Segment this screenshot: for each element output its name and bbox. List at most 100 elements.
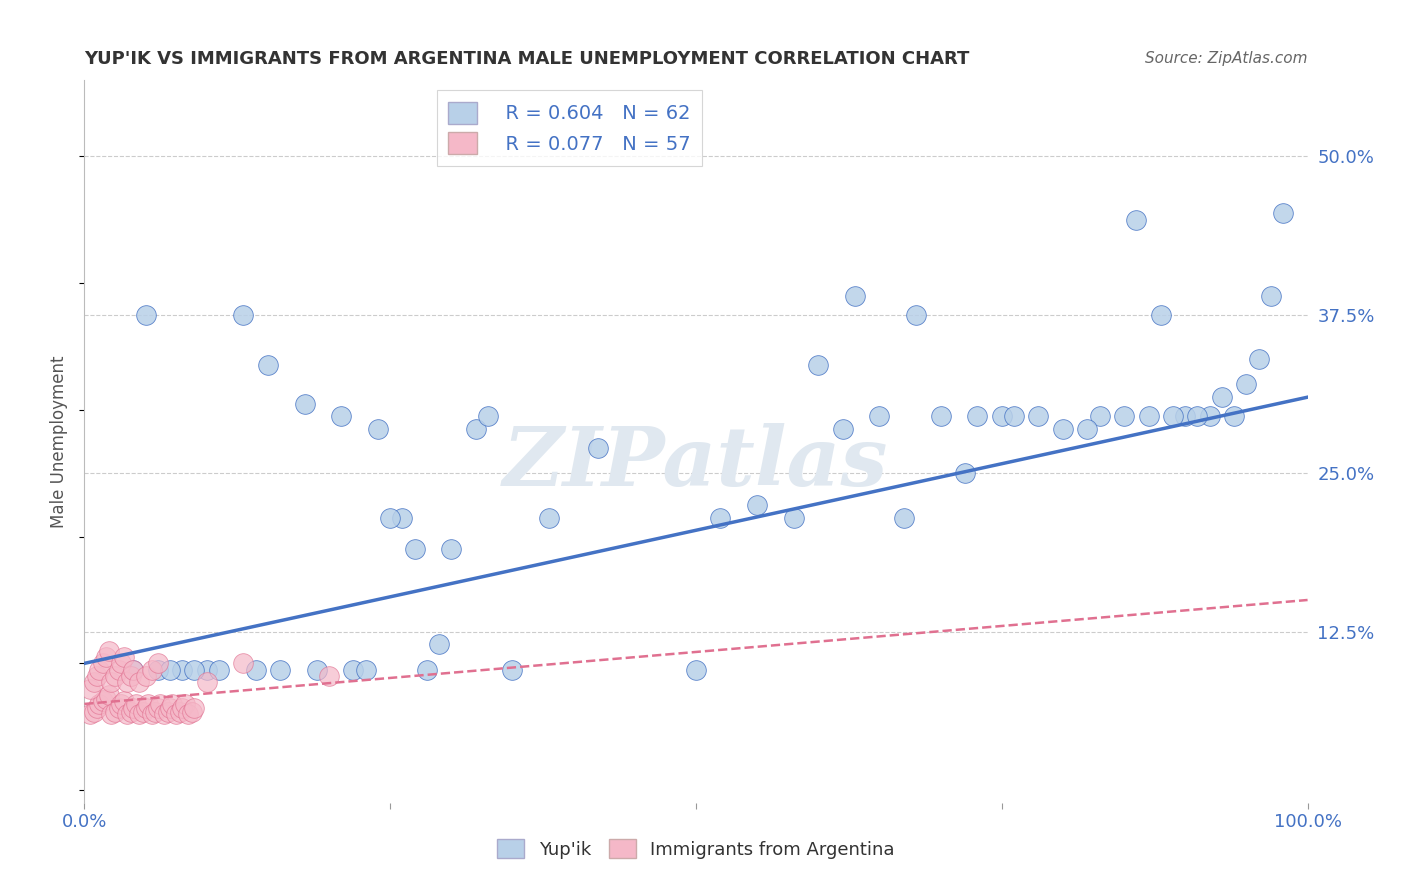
Point — [128, 675, 150, 690]
Point — [97, 643, 120, 657]
Point — [1088, 409, 1111, 424]
Point — [232, 657, 254, 671]
Point — [122, 700, 145, 714]
Point — [1174, 409, 1197, 424]
Text: YUP'IK VS IMMIGRANTS FROM ARGENTINA MALE UNEMPLOYMENT CORRELATION CHART: YUP'IK VS IMMIGRANTS FROM ARGENTINA MALE… — [84, 50, 970, 68]
Point — [100, 675, 122, 690]
Point — [83, 705, 105, 719]
Point — [115, 707, 138, 722]
Point — [136, 697, 159, 711]
Point — [1260, 289, 1282, 303]
Point — [110, 657, 132, 671]
Point — [146, 700, 169, 714]
Point — [1137, 409, 1160, 424]
Point — [208, 663, 231, 677]
Point — [440, 542, 463, 557]
Point — [112, 650, 135, 665]
Text: ZIPatlas: ZIPatlas — [503, 423, 889, 503]
Point — [294, 396, 316, 410]
Point — [330, 409, 353, 424]
Point — [1028, 409, 1050, 424]
Point — [86, 669, 108, 683]
Point — [122, 663, 145, 677]
Point — [807, 359, 830, 373]
Point — [1272, 206, 1295, 220]
Point — [91, 657, 114, 671]
Point — [586, 441, 609, 455]
Point — [146, 663, 169, 677]
Point — [1187, 409, 1209, 424]
Point — [195, 675, 218, 690]
Point — [91, 694, 114, 708]
Point — [112, 694, 135, 708]
Point — [685, 663, 707, 677]
Point — [538, 510, 561, 524]
Point — [367, 422, 389, 436]
Point — [149, 697, 172, 711]
Point — [354, 663, 377, 677]
Point — [122, 663, 145, 677]
Point — [342, 663, 364, 677]
Point — [141, 707, 163, 722]
Point — [86, 700, 108, 714]
Point — [100, 707, 122, 722]
Point — [125, 697, 148, 711]
Point — [257, 359, 280, 373]
Point — [97, 688, 120, 702]
Point — [143, 705, 166, 719]
Point — [844, 289, 866, 303]
Point — [1223, 409, 1246, 424]
Point — [141, 663, 163, 677]
Legend: Yup'ik, Immigrants from Argentina: Yup'ik, Immigrants from Argentina — [489, 832, 903, 866]
Point — [245, 663, 267, 677]
Point — [318, 669, 340, 683]
Point — [747, 498, 769, 512]
Text: Source: ZipAtlas.com: Source: ZipAtlas.com — [1144, 51, 1308, 66]
Point — [159, 663, 181, 677]
Point — [1002, 409, 1025, 424]
Point — [79, 707, 101, 722]
Point — [173, 697, 195, 711]
Point — [404, 542, 426, 557]
Point — [159, 700, 181, 714]
Point — [120, 669, 142, 683]
Point — [991, 409, 1014, 424]
Point — [107, 663, 129, 677]
Point — [477, 409, 499, 424]
Point — [709, 510, 731, 524]
Point — [135, 669, 157, 683]
Point — [783, 510, 806, 524]
Point — [96, 650, 118, 665]
Point — [195, 663, 218, 677]
Point — [1211, 390, 1233, 404]
Point — [153, 707, 176, 722]
Point — [1114, 409, 1136, 424]
Point — [87, 697, 110, 711]
Point — [120, 705, 142, 719]
Point — [172, 663, 194, 677]
Point — [162, 697, 184, 711]
Point — [183, 700, 205, 714]
Point — [966, 409, 988, 424]
Point — [172, 700, 194, 714]
Y-axis label: Male Unemployment: Male Unemployment — [51, 355, 69, 528]
Point — [183, 663, 205, 677]
Point — [177, 707, 200, 722]
Point — [905, 308, 928, 322]
Point — [869, 409, 891, 424]
Point — [893, 510, 915, 524]
Point — [83, 675, 105, 690]
Point — [416, 663, 439, 677]
Point — [1125, 212, 1147, 227]
Point — [165, 707, 187, 722]
Point — [104, 669, 127, 683]
Point — [464, 422, 486, 436]
Point — [1076, 422, 1098, 436]
Point — [953, 467, 976, 481]
Point — [110, 697, 132, 711]
Point — [107, 700, 129, 714]
Point — [232, 308, 254, 322]
Point — [502, 663, 524, 677]
Point — [380, 510, 402, 524]
Point — [269, 663, 291, 677]
